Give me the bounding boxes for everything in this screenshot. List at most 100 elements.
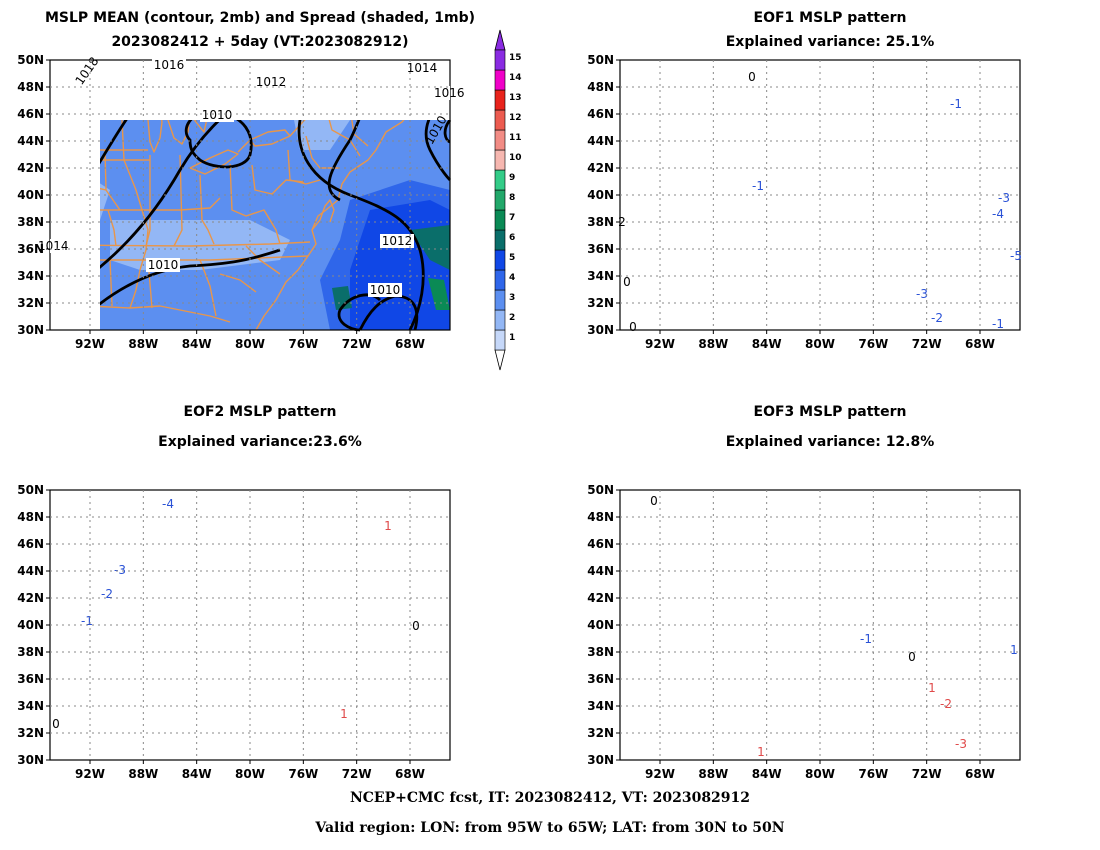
eof2-subtitle: Explained variance:23.6%	[158, 434, 362, 450]
eof1-subtitle: Explained variance: 25.1%	[725, 34, 935, 50]
lat-tick-label: 50N	[17, 53, 44, 67]
isobar-label: 1010	[370, 283, 401, 297]
contour-label: 1	[928, 681, 936, 695]
colorbar-swatch	[494, 149, 506, 171]
spread-shading-2b	[110, 220, 290, 270]
spread-shading-6b	[332, 286, 352, 310]
isobar-label: 1012	[382, 234, 413, 248]
eof1-map: 0 -1 -1 -3 -4 -5 -3 -2 -1 0 0 2	[618, 59, 1022, 334]
colorbar-level-label: 2	[509, 313, 515, 323]
lat-tick-label: 46N	[17, 537, 44, 551]
colorbar-level-label: 7	[509, 213, 515, 223]
lon-tick-label: 80W	[235, 767, 265, 781]
lon-tick-label: 68W	[395, 767, 425, 781]
lon-tick-label: 80W	[805, 337, 835, 351]
lat-tick-label: 42N	[587, 591, 614, 605]
colorbar-level-label: 15	[509, 53, 522, 63]
colorbar-level-label: 8	[509, 193, 515, 203]
lat-tick-label: 48N	[17, 510, 44, 524]
lon-tick-label: 76W	[858, 337, 888, 351]
lon-tick-label: 92W	[75, 337, 105, 351]
lon-tick-label: 68W	[965, 767, 995, 781]
lat-tick-label: 40N	[17, 188, 44, 202]
contour-label: -1	[752, 179, 764, 193]
lat-tick-label: 44N	[17, 134, 44, 148]
lon-tick-label: 84W	[752, 337, 782, 351]
contour-label: 0	[908, 650, 916, 664]
lat-tick-label: 30N	[17, 323, 44, 337]
contour-label: -3	[916, 287, 928, 301]
lat-tick-label: 42N	[17, 591, 44, 605]
contour-label: -1	[860, 632, 872, 646]
eof1-title: EOF1 MSLP pattern	[753, 10, 907, 26]
contour-label: 0	[412, 619, 420, 633]
lat-tick-label: 50N	[17, 483, 44, 497]
contour-label: -2	[940, 697, 952, 711]
colorbar-level-label: 1	[509, 333, 515, 343]
lat-tick-label: 48N	[587, 510, 614, 524]
lon-tick-label: 88W	[128, 767, 158, 781]
colorbar-swatch	[494, 289, 506, 311]
isobar-label: 1010	[202, 108, 233, 122]
colorbar-level-label: 3	[509, 293, 515, 303]
eof2-labels: -4 -3 -2 -1 0 0 1 1	[52, 497, 420, 731]
spread-shading-1	[50, 190, 75, 235]
colorbar-swatch	[494, 249, 506, 271]
contour-label: -2	[931, 311, 943, 325]
lat-tick-label: 30N	[587, 753, 614, 767]
lat-tick-label: 34N	[587, 699, 614, 713]
lon-tick-label: 76W	[288, 767, 318, 781]
lat-tick-label: 44N	[17, 564, 44, 578]
contour-label: 1	[340, 707, 348, 721]
lat-tick-label: 36N	[587, 242, 614, 256]
lat-tick-label: 46N	[587, 107, 614, 121]
lat-tick-label: 38N	[17, 215, 44, 229]
colorbar-level-label: 9	[509, 173, 515, 183]
lat-tick-label: 32N	[587, 296, 614, 310]
lat-tick-label: 38N	[587, 215, 614, 229]
colorbar-level-label: 11	[509, 133, 522, 143]
lon-tick-label: 84W	[182, 337, 212, 351]
colorbar-swatch	[494, 129, 506, 151]
lat-tick-label: 36N	[17, 242, 44, 256]
lat-tick-label: 42N	[17, 161, 44, 175]
isobar-label: 1016	[434, 86, 465, 100]
contour-label: 1	[757, 745, 765, 759]
isobar-label: 1014	[38, 239, 69, 253]
lon-tick-label: 76W	[858, 767, 888, 781]
lon-tick-label: 68W	[965, 337, 995, 351]
lat-tick-label: 40N	[587, 618, 614, 632]
lon-tick-label: 80W	[235, 337, 265, 351]
contour-label: 0	[650, 494, 658, 508]
colorbar-swatch	[494, 169, 506, 191]
contour-label: 0	[623, 275, 631, 289]
lat-tick-label: 30N	[17, 753, 44, 767]
isobar-label: 1014	[407, 61, 438, 75]
lon-tick-label: 92W	[75, 767, 105, 781]
colorbar-level-label: 13	[509, 93, 522, 103]
lat-tick-label: 46N	[587, 537, 614, 551]
contour-label: -4	[162, 497, 174, 511]
contour-label: -5	[1010, 249, 1022, 263]
lon-tick-label: 88W	[698, 767, 728, 781]
colorbar-bottom-arrow	[494, 349, 506, 371]
lon-tick-label: 72W	[912, 337, 942, 351]
lon-tick-label: 76W	[288, 337, 318, 351]
lon-tick-label: 80W	[805, 767, 835, 781]
contour-label: 0	[748, 70, 756, 84]
lat-tick-label: 40N	[587, 188, 614, 202]
colorbar-swatch	[494, 229, 506, 251]
contour-label: -3	[114, 563, 126, 577]
lon-tick-label: 84W	[752, 767, 782, 781]
lon-tick-label: 72W	[912, 767, 942, 781]
lat-tick-label: 42N	[587, 161, 614, 175]
contour-label: -1	[950, 97, 962, 111]
lat-tick-label: 40N	[17, 618, 44, 632]
lon-tick-label: 84W	[182, 767, 212, 781]
lon-tick-label: 88W	[698, 337, 728, 351]
isobar-label: 1012	[256, 75, 287, 89]
lat-tick-label: 36N	[587, 672, 614, 686]
lat-tick-label: 46N	[17, 107, 44, 121]
lat-tick-label: 34N	[587, 269, 614, 283]
